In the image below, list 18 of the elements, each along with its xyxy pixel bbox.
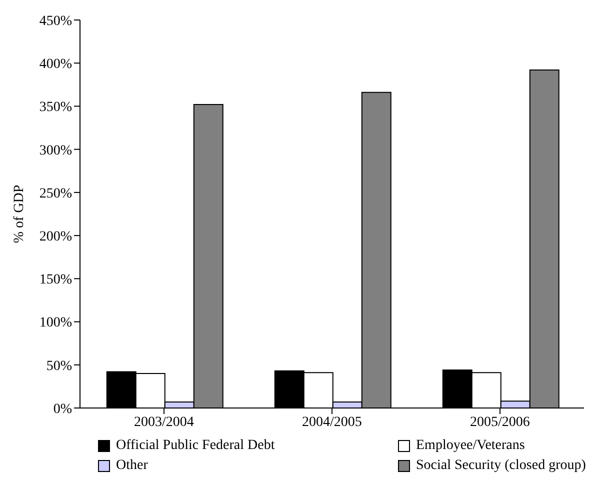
y-tick-label: 450% xyxy=(39,14,72,29)
y-tick-label: 350% xyxy=(39,100,72,116)
y-axis-title: % of GDP xyxy=(12,184,27,244)
y-tick-label: 50% xyxy=(46,358,72,374)
legend-label: Other xyxy=(116,458,148,474)
legend-label: Employee/Veterans xyxy=(416,438,525,454)
x-tick-label: 2003/2004 xyxy=(134,414,194,430)
x-tick-label: 2004/2005 xyxy=(302,414,362,430)
x-tick-label: 2005/2006 xyxy=(470,414,530,430)
y-tick-label: 400% xyxy=(39,57,72,72)
y-tick-label: 250% xyxy=(39,186,72,202)
y-tick-label: 150% xyxy=(39,272,72,288)
y-tick-label: 200% xyxy=(39,230,72,245)
y-tick-label: 100% xyxy=(39,316,72,331)
y-tick-label: 300% xyxy=(39,143,72,158)
y-tick-label: 0% xyxy=(53,402,72,417)
legend-label: Official Public Federal Debt xyxy=(116,438,275,454)
legend-label: Social Security (closed group) xyxy=(416,458,586,474)
